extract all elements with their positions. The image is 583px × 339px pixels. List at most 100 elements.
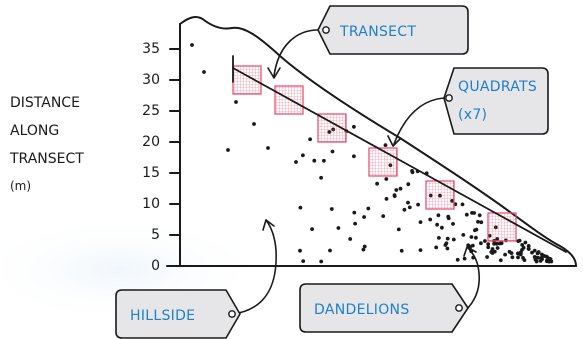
dandelion-dot (540, 257, 544, 261)
dandelion-dot (472, 211, 476, 215)
dandelion-dot (375, 181, 379, 186)
dandelion-dot (312, 158, 317, 163)
hillside-label: HILLSIDE (130, 308, 195, 324)
dandelion-dot (226, 148, 230, 152)
dandelion-dot (526, 244, 531, 248)
dandelion-dot (410, 169, 414, 173)
dandelion-dot (530, 250, 534, 255)
dandelion-dot (435, 222, 439, 227)
y-axis-label-line-2: ALONG (10, 123, 59, 139)
dandelion-dot (381, 214, 386, 219)
dandelion-dot (532, 248, 537, 253)
callout-arrows (232, 29, 481, 315)
dandelion-dot (516, 251, 520, 256)
dandelion-dot (319, 175, 323, 180)
y-axis-ticks: 0 5 10 15 20 25 30 35 (142, 41, 160, 274)
y-tick-10: 10 (142, 196, 160, 212)
dandelion-dot (310, 227, 314, 232)
dandelion-dot (446, 216, 451, 221)
dandelion-dot (298, 248, 302, 253)
dandelion-dot (416, 202, 420, 207)
dandelion-dot (362, 215, 366, 219)
y-axis-label-line-4: (m) (10, 179, 31, 193)
dandelion-dot (352, 154, 356, 159)
dandelion-dot (523, 240, 528, 245)
dandelion-dot (322, 158, 326, 163)
y-axis (166, 23, 181, 267)
dandelion-dot (474, 227, 479, 232)
quadrat-6 (487, 212, 517, 242)
dandelion-dot (434, 245, 439, 250)
dandelion-dot (492, 249, 497, 254)
dandelion-dot (436, 213, 441, 218)
y-tick-15: 15 (142, 165, 160, 181)
dandelion-dot (536, 250, 541, 255)
dandelion-dot (470, 243, 475, 248)
y-tick-25: 25 (142, 103, 160, 119)
dandelion-dot (486, 242, 491, 247)
dandelion-dot (298, 205, 303, 210)
dandelion-dot (494, 241, 499, 246)
quadrats-tag: QUADRATS (x7) (443, 67, 549, 135)
dandelion-dot (461, 233, 466, 237)
dandelion-dot (384, 177, 389, 181)
dandelion-dot (445, 236, 450, 241)
y-tick-20: 20 (142, 134, 160, 150)
dandelion-dot (486, 245, 491, 250)
dandelion-dot (495, 246, 500, 250)
dandelion-dot (202, 70, 206, 74)
dandelion-dot (366, 206, 371, 211)
dandelion-dot (348, 237, 353, 241)
dandelion-dot (353, 221, 357, 226)
dandelion-dot (464, 212, 469, 217)
dandelion-dot (520, 243, 525, 247)
dandelion-dot (190, 43, 194, 47)
dandelions-label: DANDELIONS (314, 302, 410, 318)
dandelion-dot (520, 248, 524, 252)
dandelion-dot (319, 259, 324, 264)
dandelion-dot (460, 202, 465, 207)
y-axis-label-line-1: DISTANCE (10, 95, 80, 111)
dandelion-dot (398, 186, 403, 191)
dandelion-dot (336, 226, 341, 230)
dandelion-dot (455, 257, 460, 262)
dandelion-dot (526, 247, 531, 251)
dandelion-dot (301, 259, 306, 263)
dandelion-dot (516, 255, 520, 260)
transect-tag: TRANSECT (317, 5, 469, 55)
dandelion-dot (406, 200, 410, 205)
dandelion-dot (440, 225, 444, 230)
dandelion-dot (544, 254, 549, 259)
dandelion-dot (428, 217, 433, 222)
dandelion-dot (445, 246, 450, 251)
dandelion-dot (301, 153, 305, 158)
quadrats-label-line-1: QUADRATS (458, 79, 537, 95)
dandelion-dot (329, 207, 334, 211)
dandelion-dot (407, 205, 412, 210)
dandelion-dot (443, 243, 448, 247)
dandelion-dot (234, 100, 238, 104)
dandelion-dot (361, 247, 366, 252)
dandelion-dot (510, 255, 515, 260)
dandelion-dot (451, 237, 456, 242)
dandelion-dot (330, 149, 335, 154)
quadrats-label-line-2: (x7) (458, 107, 487, 123)
quadrat-5 (425, 180, 455, 210)
dandelion-dot (490, 247, 495, 251)
dandelion-dot (541, 253, 546, 258)
dandelion-dot (252, 122, 256, 126)
y-tick-0: 0 (151, 258, 160, 274)
dandelion-dot (522, 258, 527, 262)
dandelion-dot (383, 143, 388, 148)
dandelion-dot (503, 252, 507, 257)
dandelion-dot (406, 182, 411, 187)
dandelion-dot (516, 239, 521, 244)
dandelion-dot (308, 137, 312, 142)
dandelion-dot (384, 197, 389, 201)
dandelion-dot (451, 222, 455, 226)
dandelion-dot (476, 219, 480, 224)
dandelion-dot (402, 207, 407, 212)
dandelion-dot (437, 236, 441, 240)
dandelion-dot (477, 213, 482, 218)
